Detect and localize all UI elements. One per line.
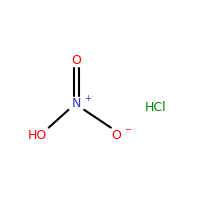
Text: HCl: HCl (144, 101, 166, 114)
Text: O: O (111, 129, 121, 142)
Text: N: N (72, 97, 81, 110)
Text: −: − (124, 125, 131, 134)
Text: O: O (71, 54, 81, 67)
Text: HO: HO (27, 129, 47, 142)
Text: +: + (84, 94, 91, 103)
